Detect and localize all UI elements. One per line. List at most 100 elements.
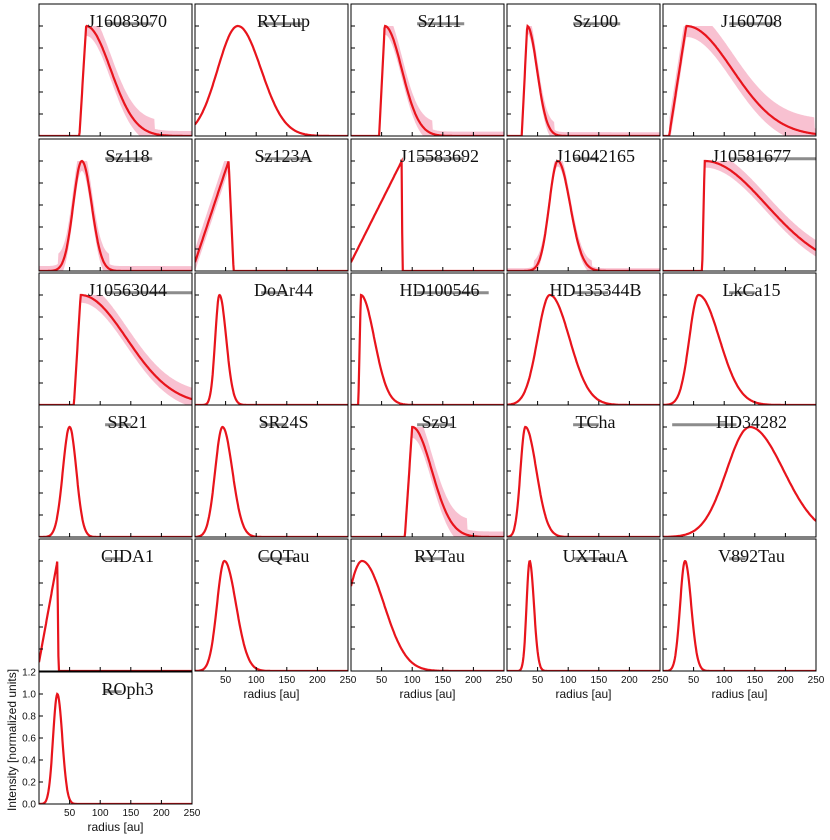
profile-line-hd100546 [351,293,504,405]
x-tick-label: 150 [434,675,451,686]
x-tick-label: 250 [340,675,357,686]
x-tick-label: 150 [278,675,295,686]
profile-line-j16083070 [39,24,192,136]
profile-line-cida1 [39,561,192,671]
x-tick-label: 200 [153,808,170,819]
profile-line-j15583692 [351,157,504,271]
posterior-band-sz91 [351,427,504,537]
panel-title-hd34282: HD34282 [716,412,787,432]
panel-title-sz111: Sz111 [418,11,462,31]
panel-sz91: Sz91 [350,404,505,538]
panel-j10581677: J10581677 [662,138,817,272]
panel-sr21: SR21 [38,404,193,538]
x-tick-label: 250 [184,808,201,819]
x-tick-label: 100 [560,675,577,686]
x-tick-label: 150 [590,675,607,686]
x-tick-label: 250 [808,675,825,686]
panel-title-lkca15: LkCa15 [723,280,781,300]
profile-line-hd135344b [507,293,660,405]
panel-title-tcha: TCha [576,412,616,432]
posterior-band-j16042165 [507,161,660,271]
panel-j160708: J160708 [662,3,817,137]
x-tick-label: 200 [309,675,326,686]
panel-cida1: CIDA1 [38,538,193,672]
x-tick-label: 50 [688,675,700,686]
profile-line-j160708 [663,24,816,136]
panel-title-v892tau: V892Tau [718,546,785,566]
posterior-band-j10581677 [663,161,816,271]
panel-j15583692: J15583692 [350,138,505,272]
x-tick-label: 150 [746,675,763,686]
y-tick-label: 0.8 [22,712,36,723]
profile-line-cqtau [195,559,348,671]
panel-roph3: ROph3 50 100 150 200 250 radius [au] 0.0 0.2 0.4 0… [22,668,201,835]
profile-line-rylup [195,24,348,136]
x-tick-label: 200 [465,675,482,686]
y-tick-label: 1.2 [22,668,36,679]
y-tick-label: 0.0 [22,800,36,811]
panel-title-roph3: ROph3 [101,679,153,699]
profile-line-rytau [351,559,504,671]
panel-title-sz100: Sz100 [573,11,618,31]
posterior-band-sz123a [195,161,348,271]
x-tick-label: 200 [621,675,638,686]
panel-doar44: DoAr44 [194,272,349,406]
profile-line-j10581677 [663,159,816,271]
panel-hd135344b: HD135344B [506,272,661,406]
profile-line-tcha [507,425,660,537]
panel-title-j16042165: J16042165 [556,146,635,166]
x-tick-label: 200 [777,675,794,686]
panel-sz111: Sz111 [350,3,505,137]
y-tick-label: 0.2 [22,778,36,789]
panel-j10563044: J10563044 [38,272,193,406]
panel-title-cqtau: CQTau [258,546,310,566]
panel-title-j160708: J160708 [721,11,782,31]
profile-line-lkca15 [663,293,816,405]
panel-sz100: Sz100 [506,3,661,137]
posterior-band-j10563044 [39,295,192,405]
profile-line-doar44 [195,293,348,405]
panel-v892tau: V892Tau 50 100 150 200 250 radius [au] [662,538,825,701]
x-tick-label: 50 [64,808,76,819]
x-tick-label: 250 [496,675,513,686]
x-tick-label: 100 [92,808,109,819]
panel-hd34282: HD34282 [662,404,817,538]
panel-title-uxtaua: UXTauA [563,546,629,566]
posterior-band-sz118 [39,161,192,271]
panel-title-rylup: RYLup [257,11,310,31]
profile-line-sz111 [351,24,504,136]
posterior-band-sz111 [351,26,504,136]
profile-line-j16042165 [507,159,660,271]
panel-title-cida1: CIDA1 [101,546,154,566]
panel-title-rytau: RYTau [414,546,465,566]
panel-title-j10563044: J10563044 [88,280,167,300]
profile-line-v892tau [663,560,816,671]
panel-cqtau: CQTau 50 100 150 200 250 radius [au] [194,538,357,701]
panel-j16083070: J16083070 [38,3,193,137]
panel-j16042165: J16042165 [506,138,661,272]
x-tick-label: 100 [248,675,265,686]
x-tick-label: 150 [122,808,139,819]
posterior-band-cida1 [39,561,192,671]
panel-title-j15583692: J15583692 [400,146,479,166]
panel-rytau: RYTau 50 100 150 200 250 radius [au] [350,538,513,701]
panel-title-hd135344b: HD135344B [549,280,641,300]
profile-line-sz100 [507,24,660,136]
x-tick-label: 50 [376,675,388,686]
panel-title-hd100546: HD100546 [400,280,480,300]
y-tick-label: 1.0 [22,690,36,701]
x-axis-label: radius [au] [399,687,455,701]
profile-line-hd34282 [663,425,816,537]
panel-title-sz91: Sz91 [422,412,458,432]
panel-tcha: TCha [506,404,661,538]
x-tick-label: 50 [220,675,232,686]
profile-line-uxtaua [507,559,660,671]
x-tick-label: 50 [532,675,544,686]
x-axis-label: radius [au] [711,687,767,701]
panel-title-sr21: SR21 [107,412,147,432]
profile-line-sr24s [195,425,348,537]
panel-title-doar44: DoAr44 [254,280,313,300]
x-axis-label: radius [au] [243,687,299,701]
panel-lkca15: LkCa15 [662,272,817,406]
